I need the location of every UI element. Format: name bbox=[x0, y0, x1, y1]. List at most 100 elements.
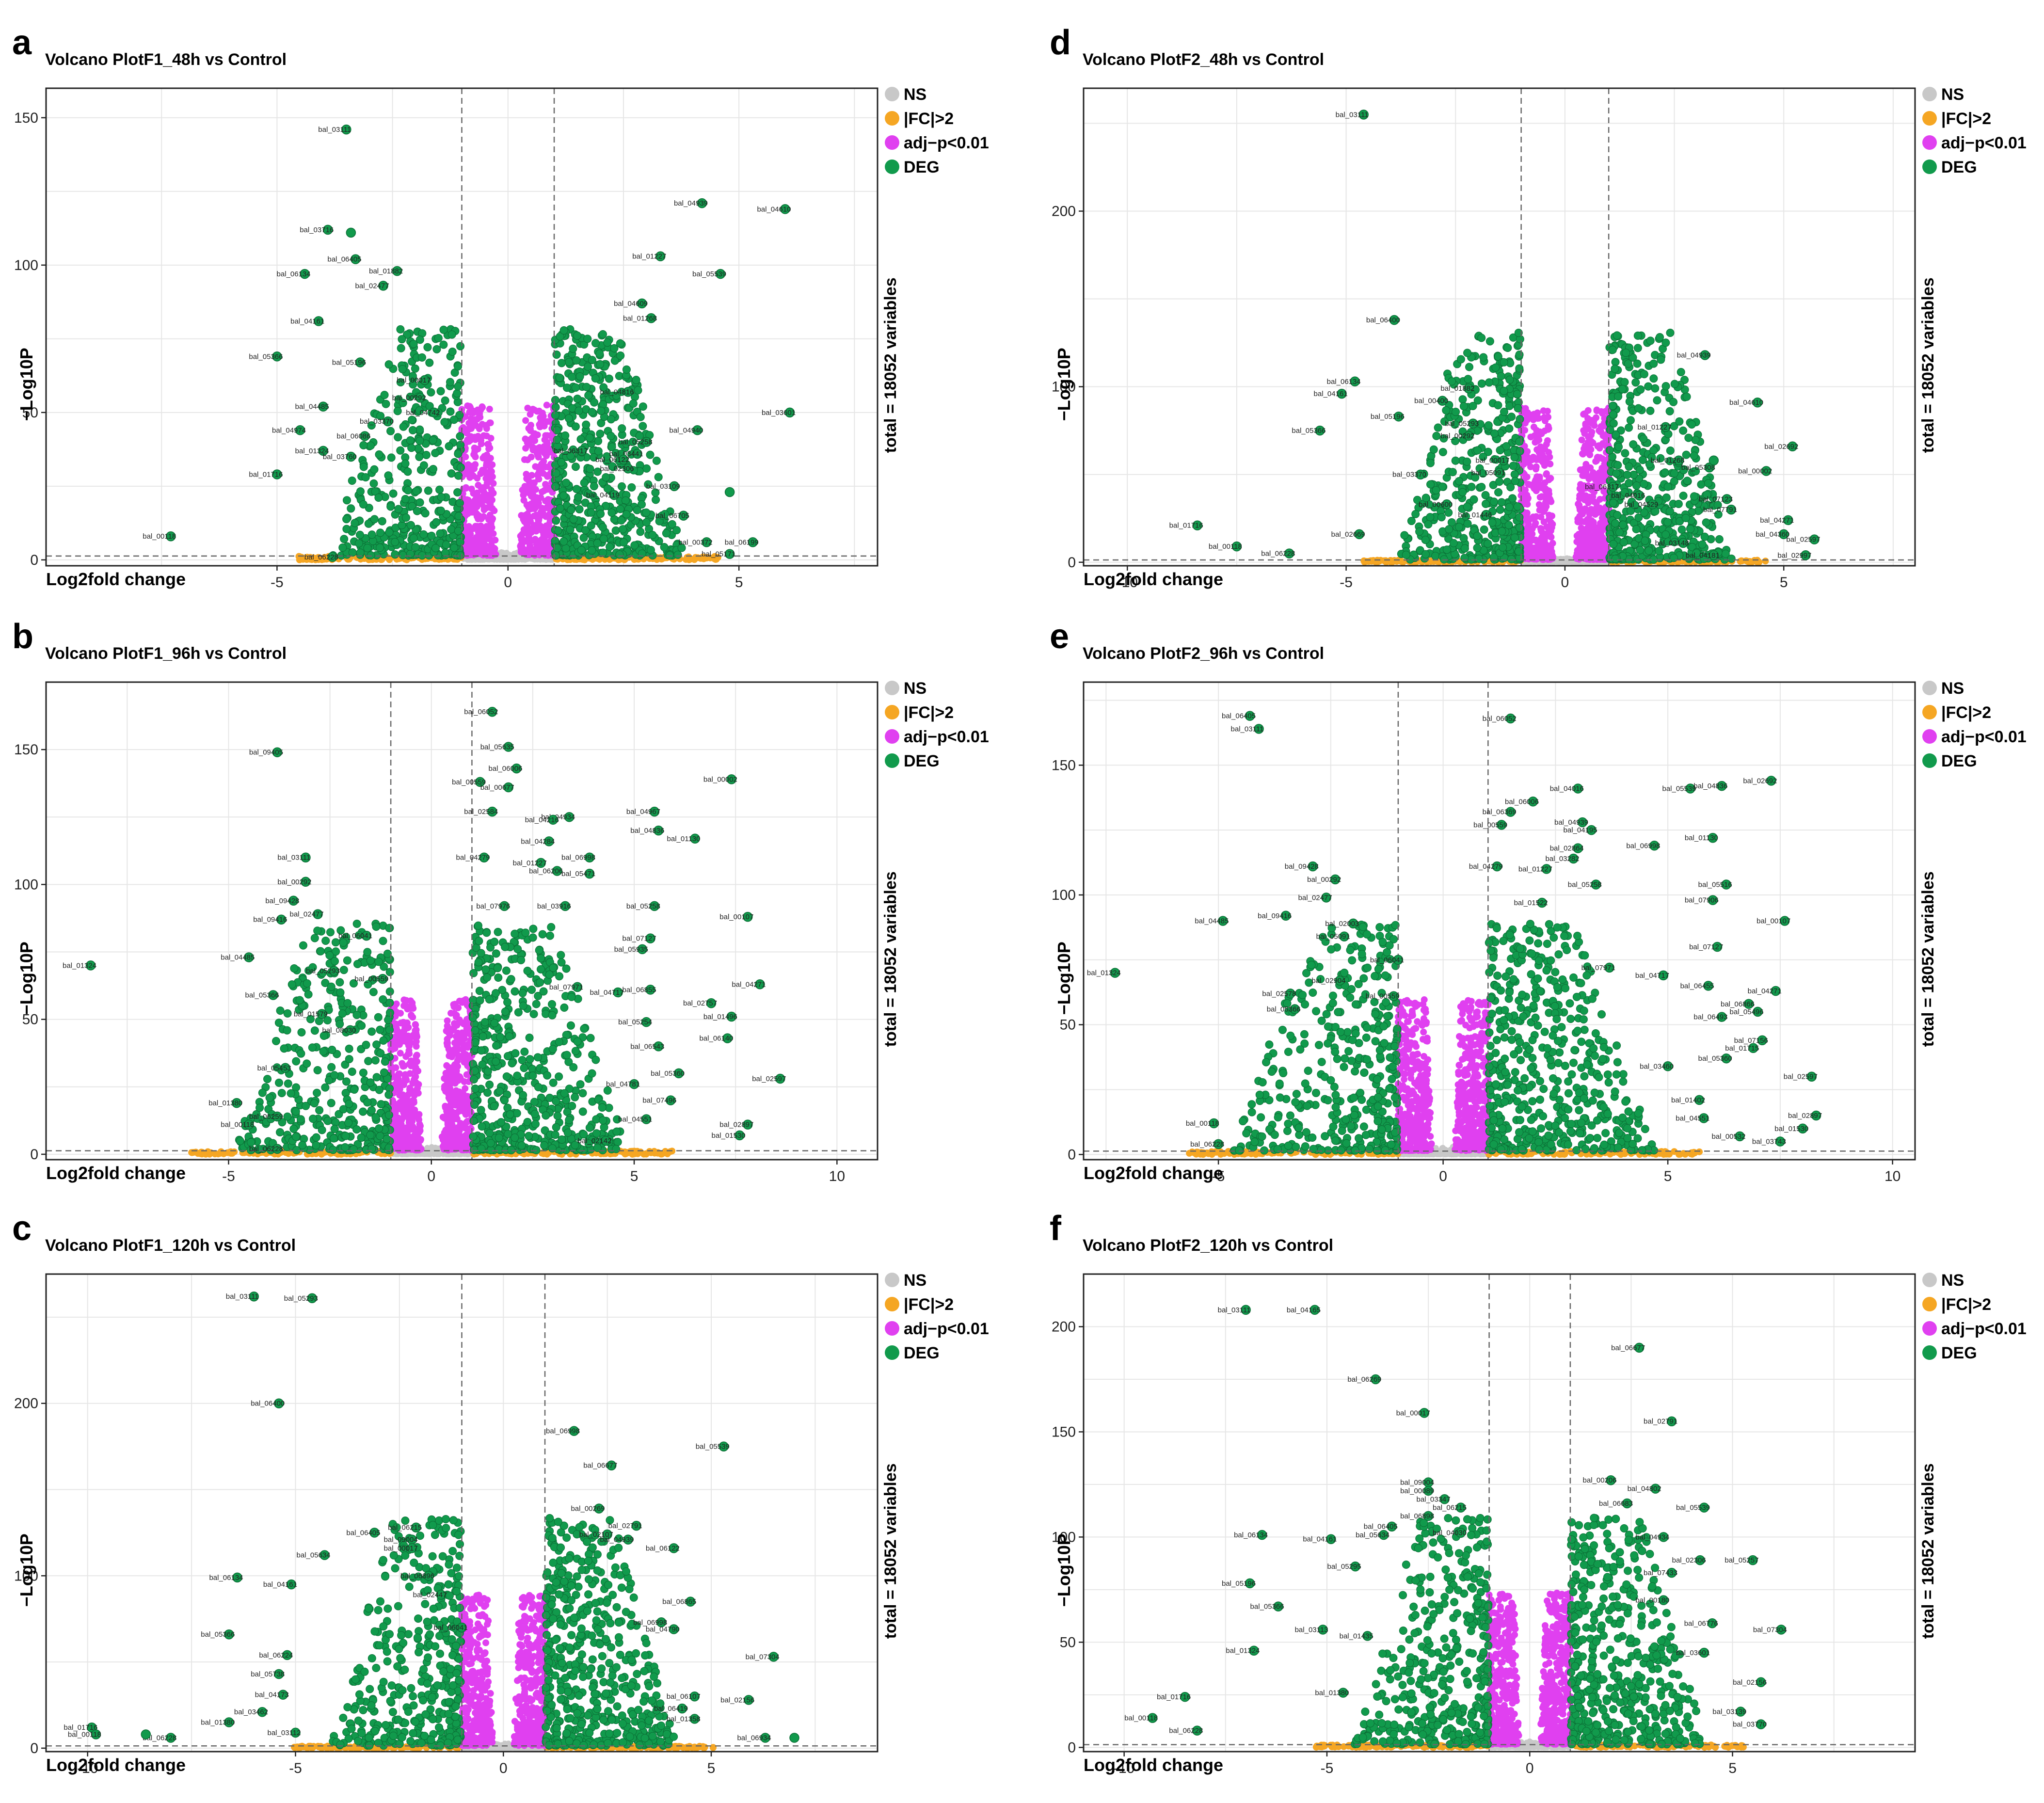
deg-point bbox=[403, 467, 412, 476]
deg-point bbox=[560, 1089, 569, 1098]
deg-point bbox=[316, 947, 325, 956]
padj-point bbox=[460, 1094, 467, 1101]
deg-point bbox=[397, 344, 405, 352]
deg-point bbox=[474, 958, 483, 967]
deg-point bbox=[327, 1099, 335, 1107]
deg-point bbox=[528, 1071, 537, 1080]
gene-label: bal_06228 bbox=[304, 553, 338, 561]
deg-point bbox=[454, 527, 463, 535]
gene-label: bal_05366 bbox=[245, 991, 279, 1000]
deg-point bbox=[548, 1045, 557, 1053]
padj-point bbox=[545, 545, 552, 553]
padj-point bbox=[527, 491, 535, 498]
deg-point bbox=[520, 1047, 529, 1056]
deg-point bbox=[562, 1051, 571, 1059]
deg-point bbox=[408, 426, 417, 434]
deg-point bbox=[391, 538, 399, 546]
deg-point bbox=[478, 1060, 487, 1069]
deg-point bbox=[599, 1116, 607, 1125]
fc-point bbox=[386, 556, 393, 563]
deg-point bbox=[630, 541, 639, 550]
gene-label: bal_01882 bbox=[369, 267, 403, 275]
deg-point bbox=[558, 1135, 566, 1144]
deg-point bbox=[330, 1071, 339, 1080]
padj-point bbox=[522, 417, 529, 424]
padj-point bbox=[406, 1117, 413, 1124]
deg-point bbox=[327, 982, 335, 991]
deg-point bbox=[327, 1063, 336, 1071]
deg-point bbox=[494, 927, 502, 936]
padj-point bbox=[459, 1053, 466, 1060]
deg-point bbox=[618, 424, 626, 433]
deg-point bbox=[518, 1056, 527, 1065]
deg-point bbox=[453, 389, 462, 398]
padj-point bbox=[488, 524, 495, 531]
gene-label: bal_01324 bbox=[63, 961, 96, 970]
deg-point bbox=[514, 1008, 523, 1017]
deg-point bbox=[556, 504, 564, 512]
padj-point bbox=[529, 406, 537, 413]
deg-point bbox=[436, 387, 445, 396]
padj-point bbox=[408, 1011, 415, 1019]
deg-point bbox=[490, 1019, 499, 1027]
deg-point bbox=[571, 463, 580, 471]
deg-point bbox=[571, 1047, 580, 1055]
deg-point bbox=[530, 1110, 539, 1118]
padj-point bbox=[452, 1100, 459, 1107]
padj-point bbox=[463, 1025, 470, 1032]
deg-point bbox=[369, 479, 378, 488]
deg-point bbox=[399, 422, 408, 431]
deg-point bbox=[432, 518, 441, 527]
padj-point bbox=[446, 1114, 453, 1121]
gene-label: bal_06140 bbox=[699, 1035, 733, 1043]
legend-entry: NS bbox=[904, 85, 926, 104]
padj-point bbox=[403, 1077, 410, 1084]
deg-point bbox=[494, 973, 503, 982]
gene-label: bal_04940 bbox=[669, 426, 703, 434]
deg-point bbox=[511, 1049, 520, 1058]
x-axis-label: Log2fold change bbox=[46, 1163, 186, 1183]
padj-point bbox=[395, 1040, 402, 1048]
deg-point bbox=[593, 539, 602, 547]
gene-label: bal_05471 bbox=[561, 870, 595, 878]
deg-point bbox=[339, 966, 348, 974]
deg-point bbox=[549, 963, 558, 972]
deg-point bbox=[291, 1107, 300, 1116]
padj-point bbox=[487, 434, 495, 442]
gene-label: bal_07496 bbox=[642, 1097, 676, 1105]
deg-point bbox=[349, 1145, 358, 1154]
padj-point bbox=[388, 1046, 396, 1053]
deg-point bbox=[612, 1145, 621, 1153]
deg-point bbox=[666, 551, 674, 560]
deg-point bbox=[532, 1000, 541, 1008]
deg-point bbox=[596, 430, 605, 438]
deg-point bbox=[501, 1007, 510, 1016]
padj-point bbox=[486, 405, 493, 413]
deg-point bbox=[408, 415, 416, 424]
deg-point bbox=[303, 979, 311, 988]
padj-point bbox=[527, 480, 535, 488]
deg-point bbox=[419, 530, 428, 539]
gene-label: bal_04119 bbox=[586, 491, 620, 499]
gene-label: bal_04271 bbox=[732, 980, 766, 989]
deg-point bbox=[607, 509, 616, 517]
gene-label: bal_08030 bbox=[322, 1026, 356, 1035]
gene-label: bal_04485 bbox=[295, 403, 329, 411]
deg-point bbox=[587, 508, 595, 517]
deg-point bbox=[565, 1116, 574, 1124]
deg-point bbox=[471, 1038, 479, 1047]
padj-point bbox=[404, 1034, 411, 1041]
gene-label: bal_03916 bbox=[537, 902, 571, 910]
deg-point bbox=[318, 1126, 326, 1134]
padj-point bbox=[456, 1107, 463, 1115]
y-tick-label: 150 bbox=[14, 110, 38, 126]
gene-label: bal_01380 bbox=[208, 1099, 242, 1107]
legend-swatch bbox=[885, 681, 899, 695]
deg-point bbox=[448, 347, 457, 356]
deg-point bbox=[587, 521, 595, 530]
deg-point bbox=[394, 433, 402, 442]
padj-point bbox=[480, 545, 488, 552]
padj-point bbox=[397, 1009, 404, 1017]
gene-label: bal_03760 bbox=[323, 453, 357, 461]
deg-point bbox=[555, 373, 564, 382]
